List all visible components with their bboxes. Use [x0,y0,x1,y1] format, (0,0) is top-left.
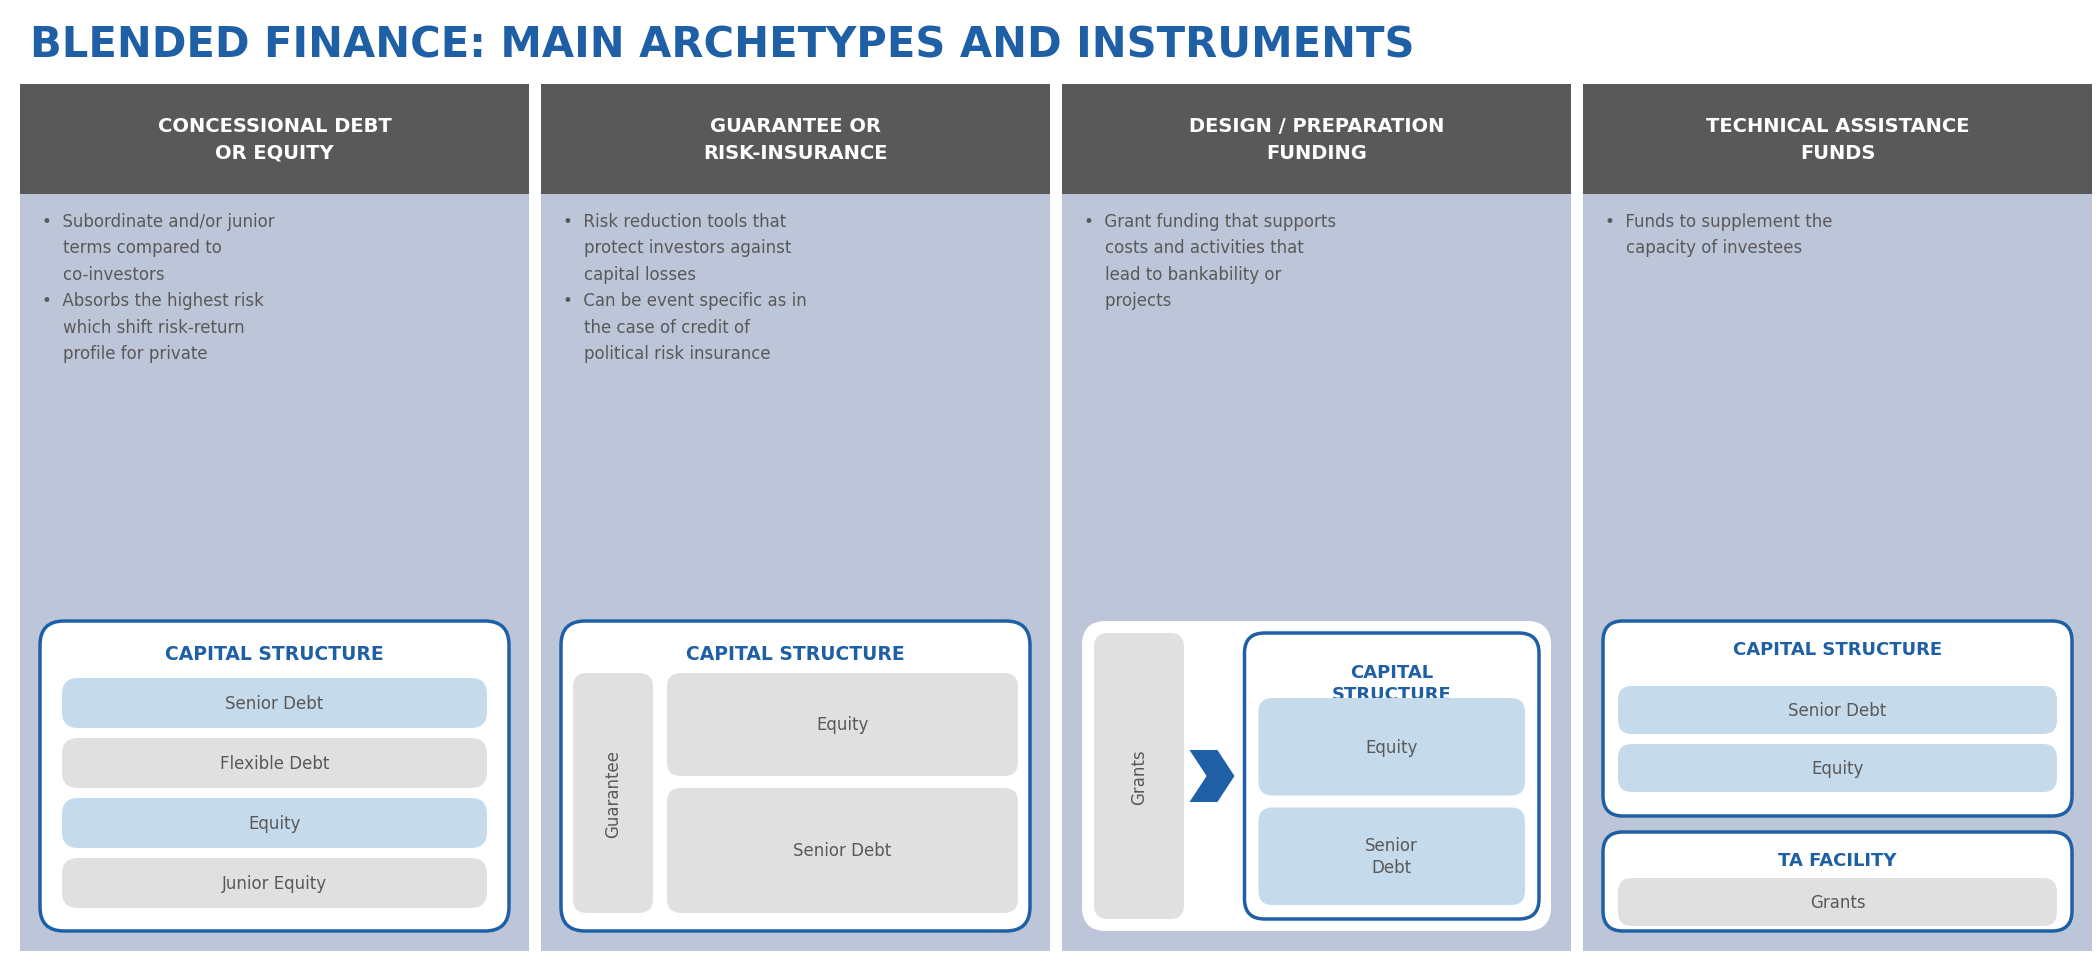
Bar [541,85,1049,951]
FancyBboxPatch shape [1259,699,1525,796]
Text: Equity: Equity [1366,738,1418,756]
FancyBboxPatch shape [63,678,487,729]
Text: Senior
Debt: Senior Debt [1366,836,1418,876]
Text: Senior Debt: Senior Debt [793,842,892,860]
Text: •  Funds to supplement the
    capacity of investees: • Funds to supplement the capacity of in… [1605,213,1832,257]
Text: CAPITAL STRUCTURE: CAPITAL STRUCTURE [1733,641,1943,658]
FancyBboxPatch shape [63,859,487,908]
FancyBboxPatch shape [1618,878,2056,926]
Bar [1062,85,1571,195]
FancyBboxPatch shape [1618,744,2056,793]
Bar [21,85,529,195]
Bar [1062,85,1571,951]
Text: BLENDED FINANCE: MAIN ARCHETYPES AND INSTRUMENTS: BLENDED FINANCE: MAIN ARCHETYPES AND INS… [29,25,1414,67]
Text: TA FACILITY: TA FACILITY [1779,851,1897,869]
Text: Senior Debt: Senior Debt [224,694,323,712]
Polygon shape [1190,750,1234,802]
Bar [1584,85,2092,195]
Bar [21,85,529,951]
Bar [1584,85,2092,951]
Text: DESIGN / PREPARATION
FUNDING: DESIGN / PREPARATION FUNDING [1190,117,1443,163]
Text: Grants: Grants [1131,748,1148,804]
Text: CONCESSIONAL DEBT
OR EQUITY: CONCESSIONAL DEBT OR EQUITY [157,117,392,163]
Text: GUARANTEE OR
RISK-INSURANCE: GUARANTEE OR RISK-INSURANCE [703,117,887,163]
FancyBboxPatch shape [40,621,510,931]
FancyBboxPatch shape [63,798,487,848]
FancyBboxPatch shape [1603,621,2073,816]
Text: TECHNICAL ASSISTANCE
FUNDS: TECHNICAL ASSISTANCE FUNDS [1706,117,1970,163]
Text: Flexible Debt: Flexible Debt [220,754,329,772]
FancyBboxPatch shape [63,738,487,788]
FancyBboxPatch shape [667,673,1018,776]
FancyBboxPatch shape [1618,686,2056,735]
Text: •  Grant funding that supports
    costs and activities that
    lead to bankabi: • Grant funding that supports costs and … [1085,213,1336,310]
FancyBboxPatch shape [1259,808,1525,905]
FancyBboxPatch shape [1083,621,1550,931]
Text: •  Subordinate and/or junior
    terms compared to
    co-investors
•  Absorbs t: • Subordinate and/or junior terms compar… [42,213,275,362]
Bar [541,85,1049,195]
Text: Junior Equity: Junior Equity [222,874,327,892]
Text: Equity: Equity [1811,760,1863,777]
FancyBboxPatch shape [667,788,1018,913]
Text: Equity: Equity [248,814,300,832]
Text: Grants: Grants [1811,893,1865,911]
Text: Senior Debt: Senior Debt [1787,702,1886,719]
FancyBboxPatch shape [573,673,652,913]
Text: CAPITAL STRUCTURE: CAPITAL STRUCTURE [686,643,904,663]
FancyBboxPatch shape [560,621,1030,931]
Text: Equity: Equity [816,716,869,734]
FancyBboxPatch shape [1603,832,2073,931]
Text: CAPITAL STRUCTURE: CAPITAL STRUCTURE [166,643,384,663]
Text: Guarantee: Guarantee [604,749,621,837]
Text: •  Risk reduction tools that
    protect investors against
    capital losses
• : • Risk reduction tools that protect inve… [562,213,808,362]
Text: CAPITAL
STRUCTURE: CAPITAL STRUCTURE [1332,663,1452,703]
FancyBboxPatch shape [1244,634,1540,919]
FancyBboxPatch shape [1093,634,1183,919]
